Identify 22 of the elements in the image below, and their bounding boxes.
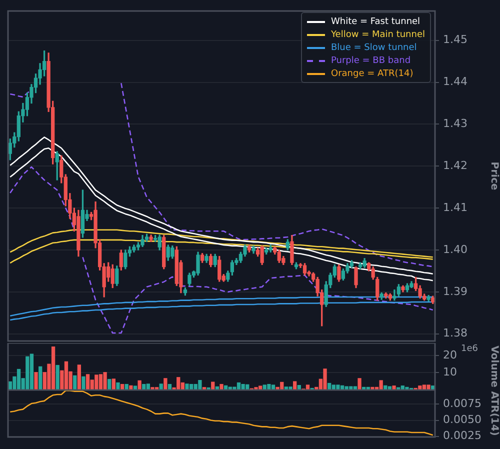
y-axis-title: ATR(14) [488,391,500,436]
y-axis-title: Volume [488,346,500,388]
y-tick-label: 1.42 [443,159,468,172]
legend-label: Purple = BB band [331,56,411,66]
y-axis-title: Price [488,162,500,190]
y-tick-label: 1.39 [443,284,468,298]
y-tick-label: 0.0025 [443,429,482,442]
y-tick-label: 0.0075 [443,397,482,410]
y-tick-label: 20 [443,348,457,362]
text: 1e6 [461,344,478,354]
y-tick-label: 1.44 [443,75,468,88]
y-tick-label: 10 [443,366,457,379]
legend-label: Orange = ATR(14) [331,68,414,78]
legend-label: White = Fast tunnel [331,16,420,26]
y-tick-label: 1.41 [443,200,468,214]
y-tick-label: 1.38 [443,326,468,340]
y-tick-label: 1.45 [443,33,468,46]
legend-label: Yellow = Main tunnel [331,30,425,40]
y-tick-label: 0.0050 [443,413,482,426]
y-tick-label: 1.40 [443,242,468,256]
legend-label: Blue = Slow tunnel [331,42,417,52]
y-tick-label: 1.43 [443,117,468,130]
